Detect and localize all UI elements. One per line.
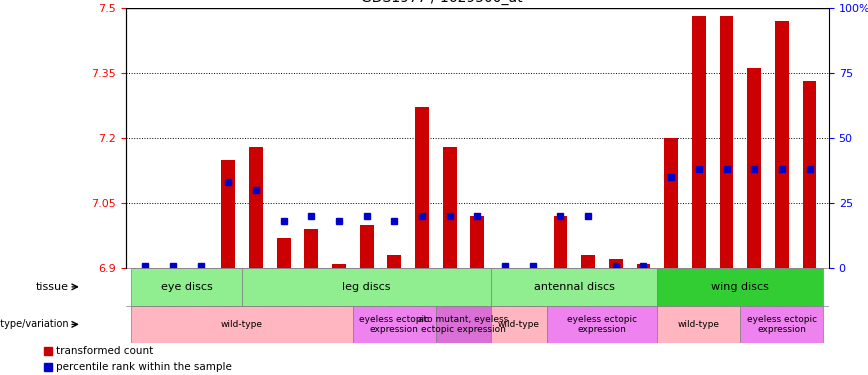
Text: eyeless ectopic
expression: eyeless ectopic expression	[567, 315, 637, 334]
Text: transformed count: transformed count	[56, 346, 154, 356]
Bar	[657, 268, 824, 306]
Bar	[657, 306, 740, 343]
Text: ato mutant, eyeless
ectopic expression: ato mutant, eyeless ectopic expression	[418, 315, 509, 334]
Bar	[664, 138, 678, 268]
Bar	[131, 306, 352, 343]
Text: genotype/variation: genotype/variation	[0, 320, 69, 329]
Bar	[491, 306, 547, 343]
Bar	[491, 268, 657, 306]
Bar	[249, 147, 263, 268]
Text: wild-type: wild-type	[498, 320, 540, 329]
Bar	[803, 81, 817, 268]
Bar	[242, 268, 491, 306]
Bar	[387, 255, 401, 268]
Text: tissue: tissue	[36, 282, 69, 292]
Title: GDS1977 / 1629500_at: GDS1977 / 1629500_at	[361, 0, 523, 5]
Text: percentile rank within the sample: percentile rank within the sample	[56, 362, 233, 372]
Bar	[720, 16, 733, 268]
Bar	[775, 21, 789, 268]
Bar	[131, 268, 242, 306]
Bar	[608, 260, 622, 268]
Text: wing discs: wing discs	[712, 282, 769, 292]
Bar	[436, 306, 491, 343]
Bar	[359, 225, 373, 268]
Bar	[547, 306, 657, 343]
Bar	[305, 229, 319, 268]
Text: wild-type: wild-type	[221, 320, 263, 329]
Bar	[332, 264, 346, 268]
Bar	[221, 159, 235, 268]
Bar	[740, 306, 824, 343]
Text: eyeless ectopic
expression: eyeless ectopic expression	[746, 315, 817, 334]
Text: wild-type: wild-type	[678, 320, 720, 329]
Text: eyeless ectopic
expression: eyeless ectopic expression	[359, 315, 430, 334]
Bar	[470, 216, 484, 268]
Bar	[692, 16, 706, 268]
Bar	[277, 238, 291, 268]
Text: antennal discs: antennal discs	[534, 282, 615, 292]
Bar	[352, 306, 436, 343]
Bar	[582, 255, 595, 268]
Bar	[554, 216, 568, 268]
Bar	[636, 264, 650, 268]
Bar	[443, 147, 457, 268]
Bar	[747, 68, 761, 268]
Text: eye discs: eye discs	[161, 282, 213, 292]
Text: leg discs: leg discs	[343, 282, 391, 292]
Bar	[415, 107, 429, 268]
